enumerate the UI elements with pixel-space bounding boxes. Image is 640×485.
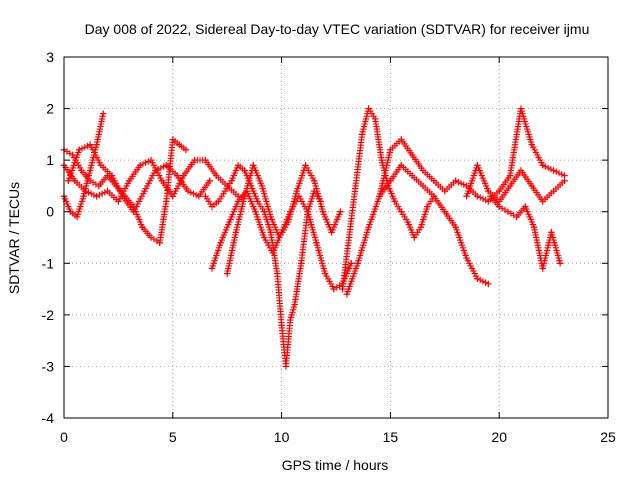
y-tick-label: -2 <box>42 307 55 323</box>
x-tick-label: 25 <box>600 429 616 445</box>
series-arc-d <box>65 141 213 215</box>
series-markers <box>224 162 344 277</box>
series-markers <box>339 105 438 293</box>
plot-frame <box>63 56 609 419</box>
y-tick-label: 1 <box>46 152 54 168</box>
series-arc-f <box>208 187 355 293</box>
axis-ticks: 0 5 10 15 20 25 -4 -3 -2 -1 0 1 2 3 <box>42 49 616 445</box>
series-markers <box>487 193 564 272</box>
series-arc-l <box>487 193 564 272</box>
y-tick-label: 0 <box>46 204 54 220</box>
series-arc-g <box>224 162 344 277</box>
y-tick-label: -1 <box>42 255 55 271</box>
y-tick-label: -4 <box>42 410 55 426</box>
x-tick-label: 5 <box>169 429 177 445</box>
series-markers <box>376 105 568 205</box>
series-markers <box>343 162 492 298</box>
series-arc-h <box>339 105 438 293</box>
series-arc-e <box>202 162 324 370</box>
x-axis-label: GPS time / hours <box>282 457 389 473</box>
y-tick-label: 3 <box>46 49 54 65</box>
series-arc-k <box>463 162 568 205</box>
series-markers <box>463 162 568 205</box>
y-tick-label: -3 <box>42 358 55 374</box>
series-arc-j <box>376 105 568 205</box>
x-tick-label: 0 <box>60 429 68 445</box>
series-arc-i <box>343 162 492 298</box>
grid <box>64 57 608 418</box>
y-axis-label: SDTVAR / TECUs <box>6 182 22 294</box>
series-markers <box>208 187 355 293</box>
series-markers <box>65 141 213 215</box>
y-tick-label: 2 <box>46 101 54 117</box>
x-tick-label: 20 <box>491 429 507 445</box>
chart-title: Day 008 of 2022, Sidereal Day-to-day VTE… <box>85 21 590 37</box>
x-tick-label: 15 <box>383 429 399 445</box>
x-tick-label: 10 <box>274 429 290 445</box>
plot-data <box>60 105 568 370</box>
